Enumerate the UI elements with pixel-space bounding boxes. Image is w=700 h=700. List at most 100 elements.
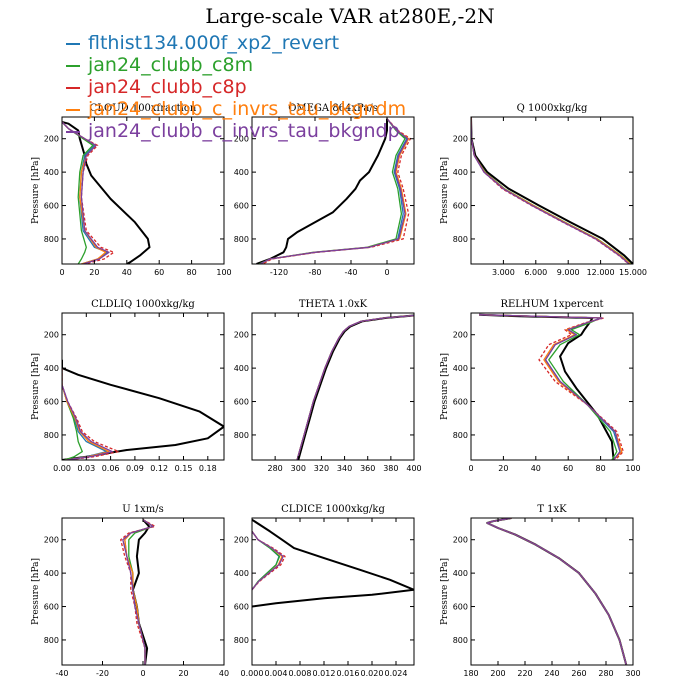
series-line-case5 xyxy=(486,518,627,665)
x-tick-label: 15.000 xyxy=(619,268,647,277)
x-tick-label: 0.00 xyxy=(53,464,71,473)
x-tick-label: 300 xyxy=(625,669,640,678)
x-tick-label: 180 xyxy=(463,669,478,678)
y-axis-label: Pressure [hPa] xyxy=(31,558,41,625)
x-tick-label: 0.008 xyxy=(289,669,312,678)
x-tick-label: 9.000 xyxy=(557,268,580,277)
x-tick-label: 40 xyxy=(531,464,541,473)
x-tick-label: 280 xyxy=(268,464,283,473)
series-group xyxy=(256,118,412,264)
x-tick-label: 380 xyxy=(383,464,398,473)
legend-label: jan24_clubb_c_invrs_tau_bkgndp xyxy=(88,120,400,142)
x-tick-label: 0.18 xyxy=(199,464,217,473)
y-tick-label: 800 xyxy=(234,235,249,244)
x-tick-label: 20 xyxy=(178,669,188,678)
chart-panel: CLDLIQ 1000xkg/kg Pressure [hPa] 200 400 600… xyxy=(31,299,225,473)
y-tick-label: 800 xyxy=(44,636,59,645)
series-group xyxy=(471,117,633,264)
x-tick-label: 200 xyxy=(490,669,505,678)
legend-item: jan24_clubb_c_invrs_tau_bkgndp xyxy=(66,120,406,142)
x-tick-label: 20 xyxy=(498,464,508,473)
legend-label: jan24_clubb_c_invrs_tau_bkgndm xyxy=(88,98,407,120)
x-tick-label: 0 xyxy=(59,268,64,277)
x-tick-label: 260 xyxy=(571,669,586,678)
x-tick-label: 0.15 xyxy=(175,464,193,473)
y-tick-label: 800 xyxy=(453,235,468,244)
y-tick-label: 800 xyxy=(234,636,249,645)
y-tick-label: 200 xyxy=(44,331,59,340)
chart-panel: OMEGA 864xPa/s 200 400 600 800 -120 -80 -40 0 xyxy=(234,103,415,277)
y-tick-label: 600 xyxy=(234,603,249,612)
chart-title: CLDICE 1000xkg/kg xyxy=(281,504,385,515)
y-tick-label: 200 xyxy=(44,135,59,144)
x-tick-label: 360 xyxy=(360,464,375,473)
x-tick-label: -20 xyxy=(96,669,109,678)
chart-title: CLDLIQ 1000xkg/kg xyxy=(91,299,195,310)
series-group xyxy=(120,519,156,665)
legend: flthist134.000f_xp2_revert jan24_clubb_c8… xyxy=(66,32,406,142)
y-tick-label: 800 xyxy=(44,431,59,440)
legend-swatch xyxy=(66,86,80,89)
chart-title: Q 1000xkg/kg xyxy=(517,103,588,114)
y-tick-label: 600 xyxy=(234,202,249,211)
legend-label: jan24_clubb_c8m xyxy=(88,54,254,76)
y-tick-label: 600 xyxy=(453,202,468,211)
x-tick-label: -40 xyxy=(344,268,357,277)
x-tick-label: 240 xyxy=(544,669,559,678)
x-tick-label: 100 xyxy=(216,268,231,277)
y-tick-label: 800 xyxy=(44,235,59,244)
x-tick-label: 0.020 xyxy=(361,669,384,678)
y-tick-label: 400 xyxy=(234,168,249,177)
x-tick-label: 6.000 xyxy=(524,268,547,277)
chart-panel: THETA 1.0xK 200 400 600 800 280 300 320 340 360 38… xyxy=(234,299,422,473)
series-line-case3 xyxy=(479,314,624,460)
y-tick-label: 200 xyxy=(234,135,249,144)
series-line-case5 xyxy=(62,368,113,460)
y-tick-label: 400 xyxy=(234,569,249,578)
chart-panel: U 1xm/s Pressure [hPa] 200 400 600 800 -40 -20 0… xyxy=(31,504,229,678)
y-tick-label: 200 xyxy=(234,331,249,340)
legend-swatch xyxy=(66,64,80,67)
y-tick-label: 800 xyxy=(234,431,249,440)
y-axis-label: Pressure [hPa] xyxy=(440,558,450,625)
y-tick-label: 200 xyxy=(453,331,468,340)
plot-frame xyxy=(251,116,415,265)
x-tick-label: 60 xyxy=(563,464,573,473)
y-tick-label: 400 xyxy=(44,168,59,177)
x-tick-label: 40 xyxy=(122,268,132,277)
series-group xyxy=(252,518,414,608)
x-tick-label: 0.004 xyxy=(265,669,288,678)
x-tick-label: 340 xyxy=(337,464,352,473)
y-tick-label: 400 xyxy=(453,364,468,373)
chart-panel: Q 1000xkg/kg Pressure [hPa] 200 400 600 800 3.… xyxy=(440,103,647,277)
series-line-control xyxy=(252,518,414,608)
x-tick-label: -120 xyxy=(270,268,288,277)
legend-item: flthist134.000f_xp2_revert xyxy=(66,32,406,54)
x-tick-label: 400 xyxy=(406,464,421,473)
series-line-case5 xyxy=(252,531,284,591)
legend-item: jan24_clubb_c8p xyxy=(66,76,406,98)
y-tick-label: 800 xyxy=(453,636,468,645)
y-tick-label: 400 xyxy=(44,364,59,373)
x-tick-label: 0.000 xyxy=(241,669,264,678)
y-tick-label: 600 xyxy=(44,202,59,211)
y-tick-label: 200 xyxy=(453,536,468,545)
series-group xyxy=(62,359,224,460)
x-tick-label: 0.012 xyxy=(313,669,336,678)
chart-title: THETA 1.0xK xyxy=(299,299,368,310)
plot-frame xyxy=(61,116,225,265)
series-line-case5 xyxy=(62,121,110,264)
series-line-case2 xyxy=(62,121,94,264)
x-tick-label: 80 xyxy=(187,268,197,277)
chart-title: U 1xm/s xyxy=(122,504,164,515)
x-tick-label: 0.016 xyxy=(337,669,360,678)
x-tick-label: 0.06 xyxy=(102,464,120,473)
series-line-case5 xyxy=(259,118,409,264)
legend-item: jan24_clubb_c8m xyxy=(66,54,406,76)
legend-swatch xyxy=(66,108,80,111)
chart-title: CLOUD 100xfraction xyxy=(90,103,197,114)
chart-title: OMEGA 864xPa/s xyxy=(288,103,378,114)
y-tick-label: 200 xyxy=(453,135,468,144)
